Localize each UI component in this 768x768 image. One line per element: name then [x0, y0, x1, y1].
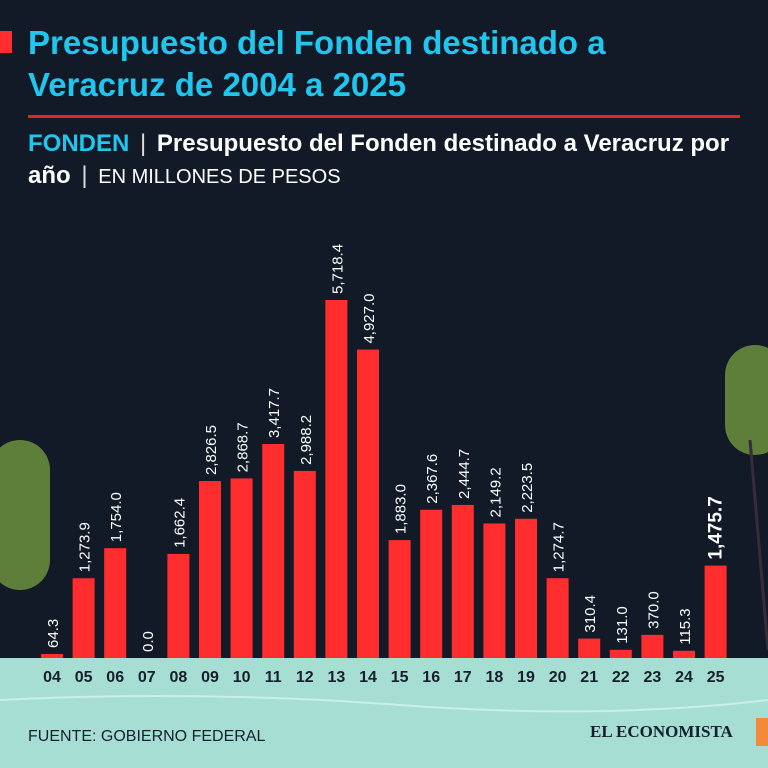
- x-tick-06: 06: [106, 669, 124, 686]
- data-label-17: 2,444.7: [456, 449, 473, 499]
- bar-25: [704, 565, 727, 658]
- data-label-24: 115.3: [677, 608, 694, 644]
- subtitle-separator: |: [140, 130, 147, 157]
- bar-15: [388, 540, 411, 658]
- bar-08: [167, 553, 190, 658]
- x-tick-11: 11: [265, 669, 282, 686]
- data-label-21: 310.4: [582, 595, 599, 633]
- data-label-12: 2,988.2: [298, 415, 315, 465]
- data-label-20: 1,274.7: [551, 522, 568, 572]
- bar-17: [451, 504, 474, 658]
- bar-04: [41, 653, 63, 658]
- bar-18: [483, 523, 506, 658]
- x-tick-14: 14: [359, 669, 377, 686]
- chart-subtitle: FONDEN | Presupuesto del Fonden destinad…: [28, 128, 748, 193]
- decor-tree-right: [725, 345, 768, 651]
- subtitle-main: Presupuesto del Fonden destinado a Verac…: [28, 130, 730, 189]
- data-label-11: 3,417.7: [266, 388, 283, 438]
- decor-tree-left: [0, 440, 50, 590]
- x-tick-16: 16: [422, 669, 440, 686]
- publisher-logo: EL ECONOMISTA: [590, 722, 733, 741]
- bar-22: [609, 649, 632, 658]
- x-tick-13: 13: [328, 669, 346, 686]
- bar-14: [357, 349, 379, 658]
- bar-24: [673, 650, 695, 658]
- x-tick-25: 25: [707, 669, 725, 686]
- source-note: FUENTE: GOBIERNO FEDERAL: [28, 728, 266, 745]
- data-label-16: 2,367.6: [424, 454, 441, 504]
- subtitle-unit: EN MILLONES DE PESOS: [98, 166, 341, 188]
- data-label-08: 1,662.4: [171, 498, 188, 548]
- bar-12: [293, 470, 316, 658]
- subtitle-brand: FONDEN: [28, 130, 130, 157]
- bar-11: [262, 444, 285, 658]
- x-tick-15: 15: [391, 669, 409, 686]
- x-tick-08: 08: [170, 669, 188, 686]
- bar-10: [230, 478, 253, 658]
- bar-16: [420, 509, 443, 658]
- page-title: Presupuesto del Fonden destinado a Verac…: [28, 24, 606, 103]
- water-wave: [0, 695, 768, 713]
- title-marker: [0, 31, 12, 53]
- data-label-07: 0.0: [140, 631, 157, 652]
- x-tick-21: 21: [580, 669, 598, 686]
- bar-06: [104, 548, 127, 658]
- x-tick-23: 23: [644, 669, 662, 686]
- title-divider: [28, 115, 740, 118]
- x-tick-24: 24: [675, 669, 693, 686]
- data-label-14: 4,927.0: [361, 293, 378, 343]
- x-tick-09: 09: [201, 669, 219, 686]
- data-label-04: 64.3: [45, 619, 62, 648]
- data-label-15: 1,883.0: [393, 484, 410, 534]
- x-tick-22: 22: [612, 669, 630, 686]
- subtitle-separator-2: |: [81, 162, 88, 189]
- data-label-18: 2,149.2: [487, 467, 504, 517]
- bar-23: [641, 634, 664, 658]
- data-label-09: 2,826.5: [203, 425, 220, 475]
- x-tick-07: 07: [138, 669, 156, 686]
- x-tick-17: 17: [454, 669, 472, 686]
- bar-19: [515, 518, 537, 658]
- x-tick-18: 18: [486, 669, 504, 686]
- corner-tag: [756, 718, 768, 746]
- data-label-23: 370.0: [645, 591, 662, 629]
- x-tick-19: 19: [517, 669, 535, 686]
- x-tick-20: 20: [549, 669, 567, 686]
- x-tick-10: 10: [233, 669, 251, 686]
- bar-13: [325, 300, 348, 658]
- bar-20: [546, 578, 569, 658]
- bar-09: [199, 481, 221, 658]
- data-label-06: 1,754.0: [108, 492, 125, 542]
- x-tick-12: 12: [296, 669, 314, 686]
- data-label-25: 1,475.7: [706, 496, 727, 559]
- data-label-10: 2,868.7: [235, 422, 252, 472]
- bar-21: [578, 638, 601, 658]
- water-area: [0, 658, 768, 768]
- data-label-05: 1,273.9: [77, 522, 94, 572]
- x-tick-05: 05: [75, 669, 93, 686]
- data-label-13: 5,718.4: [329, 244, 346, 294]
- x-tick-04: 04: [43, 669, 61, 686]
- data-label-19: 2,223.5: [519, 463, 536, 513]
- data-label-22: 131.0: [614, 606, 631, 644]
- bar-05: [72, 578, 95, 658]
